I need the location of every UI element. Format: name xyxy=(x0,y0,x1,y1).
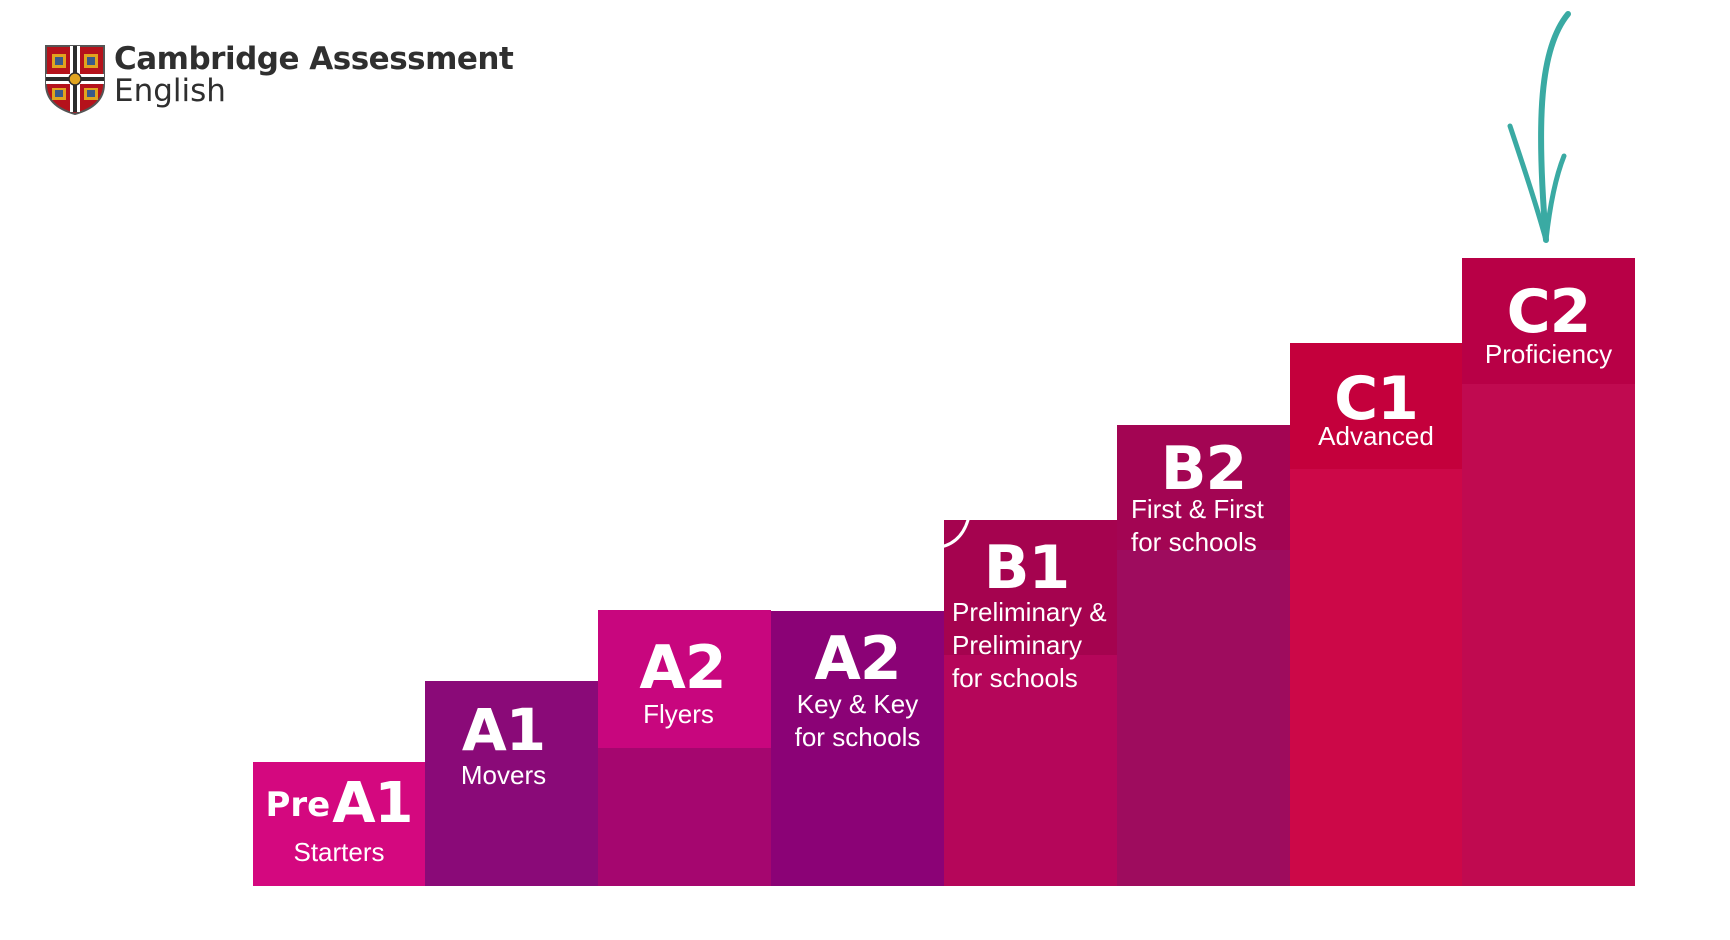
cambridge-crest-icon xyxy=(45,45,105,116)
level-label: PreA1 xyxy=(253,776,425,832)
step-pre-a1-starters: PreA1 Starters xyxy=(253,762,425,886)
exam-name-line-1: Key & Key xyxy=(796,689,919,719)
decorative-arc-icon xyxy=(932,518,970,550)
step-a2-key: A2 Key & Key for schools xyxy=(771,611,944,886)
step-head xyxy=(1462,258,1635,384)
step-a1-movers: A1 Movers xyxy=(425,681,598,886)
exam-name: Flyers xyxy=(643,699,714,729)
step-c1-advanced: C1 Advanced xyxy=(1290,343,1462,886)
logo-line-2: English xyxy=(114,72,226,109)
step-b1-preliminary: B1 Preliminary & Preliminary for schools xyxy=(944,520,1117,886)
step-b2-first: B2 First & First for schools xyxy=(1117,425,1290,886)
down-arrow-icon xyxy=(1507,11,1571,243)
step-head xyxy=(944,520,1117,655)
exam-name: Movers xyxy=(460,760,547,790)
level-code: B1 xyxy=(983,533,1070,603)
exam-name-line-2: for schools xyxy=(794,722,921,752)
logo-line-1: Cambridge Assessment xyxy=(114,41,514,77)
step-head xyxy=(598,610,771,748)
level-code: A1 xyxy=(332,771,413,836)
level-code: C1 xyxy=(1334,364,1419,434)
exam-name-line-3: for schools xyxy=(952,663,1078,693)
level-code: A2 xyxy=(814,624,901,694)
exam-name: Advanced xyxy=(1318,421,1434,451)
level-code: A1 xyxy=(461,696,546,764)
level-code: C2 xyxy=(1506,277,1592,347)
step-a2-flyers: A2 Flyers xyxy=(598,610,771,886)
exam-name-line-2: Preliminary xyxy=(952,630,1083,660)
exam-name: Proficiency xyxy=(1484,339,1613,369)
cambridge-logo: Cambridge Assessment English xyxy=(44,41,514,116)
step-head xyxy=(1117,425,1290,550)
exam-name-line-1: First & First xyxy=(1131,494,1264,524)
step-c2-proficiency: C2 Proficiency xyxy=(1462,258,1635,886)
exam-name-line-2: for schools xyxy=(1131,527,1257,557)
level-code: A2 xyxy=(639,633,726,703)
level-code: B2 xyxy=(1160,434,1247,504)
exam-name: Starters xyxy=(293,837,385,867)
level-prefix: Pre xyxy=(265,785,331,825)
exam-name-line-1: Preliminary & xyxy=(952,597,1107,627)
step-head xyxy=(1290,343,1462,469)
